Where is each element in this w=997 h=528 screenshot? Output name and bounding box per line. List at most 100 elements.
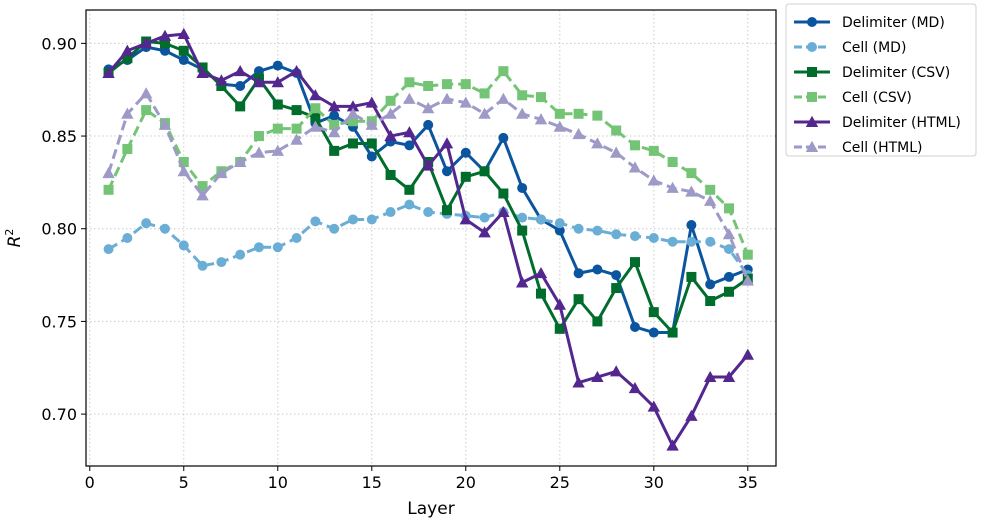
data-point [498, 66, 509, 77]
legend-marker [807, 92, 817, 102]
data-point [478, 107, 491, 119]
y-tick-label: 0.70 [41, 405, 77, 424]
y-tick-label: 0.90 [41, 34, 77, 53]
data-point [572, 376, 585, 388]
legend-item: Delimiter (MD) [794, 15, 945, 31]
data-point [141, 105, 152, 116]
data-point [384, 107, 397, 119]
data-point [177, 165, 190, 177]
x-tick-label: 25 [550, 473, 570, 492]
data-point [592, 110, 603, 121]
data-point [667, 157, 678, 167]
data-point [517, 225, 528, 236]
series-4 [102, 27, 754, 451]
series-line [107, 91, 750, 282]
data-point [196, 189, 209, 201]
data-point [290, 133, 303, 145]
x-tick-label: 15 [362, 473, 382, 492]
data-point [517, 212, 528, 223]
data-point [272, 99, 283, 110]
data-point [252, 146, 266, 158]
data-point [272, 242, 283, 253]
data-point [648, 327, 659, 338]
data-point [460, 147, 471, 158]
series-line [107, 69, 750, 256]
data-point [310, 112, 321, 123]
data-point [215, 166, 228, 179]
data-point [252, 76, 266, 88]
data-point [611, 125, 622, 136]
legend-label: Cell (HTML) [842, 140, 923, 156]
legend-label: Delimiter (MD) [842, 15, 945, 31]
data-point [479, 166, 490, 177]
data-point [628, 381, 642, 394]
data-point [591, 370, 604, 382]
data-point [573, 268, 584, 279]
data-point [385, 207, 396, 218]
data-point [177, 27, 190, 40]
data-point [705, 184, 716, 195]
data-point [215, 74, 228, 86]
data-point [178, 55, 189, 66]
data-point [705, 296, 716, 307]
series-5 [102, 87, 754, 286]
data-point [705, 236, 716, 247]
x-tick-label: 5 [179, 473, 189, 492]
legend-item: Delimiter (HTML) [794, 115, 961, 131]
data-point [347, 138, 358, 149]
data-point [554, 218, 565, 229]
data-point [554, 108, 565, 119]
data-point [346, 107, 360, 119]
data-point [703, 370, 717, 382]
data-point [534, 267, 548, 279]
data-point [310, 103, 321, 114]
data-point [159, 223, 170, 234]
data-point [329, 119, 340, 130]
data-point [141, 218, 152, 229]
data-point [423, 81, 434, 91]
data-point [253, 131, 264, 142]
data-point [196, 66, 209, 78]
data-point [404, 140, 415, 151]
data-point [592, 225, 603, 236]
data-point [648, 145, 659, 156]
data-point [291, 123, 302, 134]
data-point [253, 242, 264, 253]
data-point [666, 439, 679, 451]
data-point [628, 161, 642, 173]
data-point [479, 88, 490, 99]
data-point [346, 100, 360, 112]
data-point [723, 203, 734, 214]
data-point [441, 205, 452, 216]
data-point [497, 205, 510, 218]
data-point [291, 233, 302, 243]
data-point [272, 123, 283, 134]
data-point [553, 298, 566, 310]
data-point [723, 244, 734, 255]
data-point [290, 64, 303, 77]
data-point [122, 144, 133, 155]
data-point [441, 79, 452, 90]
data-point [573, 294, 584, 305]
data-point [686, 168, 697, 179]
data-point [611, 229, 622, 240]
data-point [329, 110, 340, 121]
x-tick-label: 35 [738, 473, 758, 492]
data-point [666, 181, 679, 193]
data-point [310, 216, 321, 227]
data-point [742, 249, 753, 260]
y-axis-label: R2 [3, 229, 25, 248]
data-point [327, 100, 341, 112]
data-point [554, 323, 565, 334]
data-point [629, 231, 640, 242]
data-point [158, 29, 172, 41]
data-point [366, 214, 377, 225]
data-point [178, 45, 189, 56]
legend-box [785, 3, 977, 157]
data-point [553, 120, 566, 132]
data-point [722, 370, 736, 382]
data-point [629, 321, 640, 332]
legend-item: Cell (MD) [794, 40, 906, 56]
data-point [572, 127, 585, 140]
data-point [309, 120, 322, 132]
